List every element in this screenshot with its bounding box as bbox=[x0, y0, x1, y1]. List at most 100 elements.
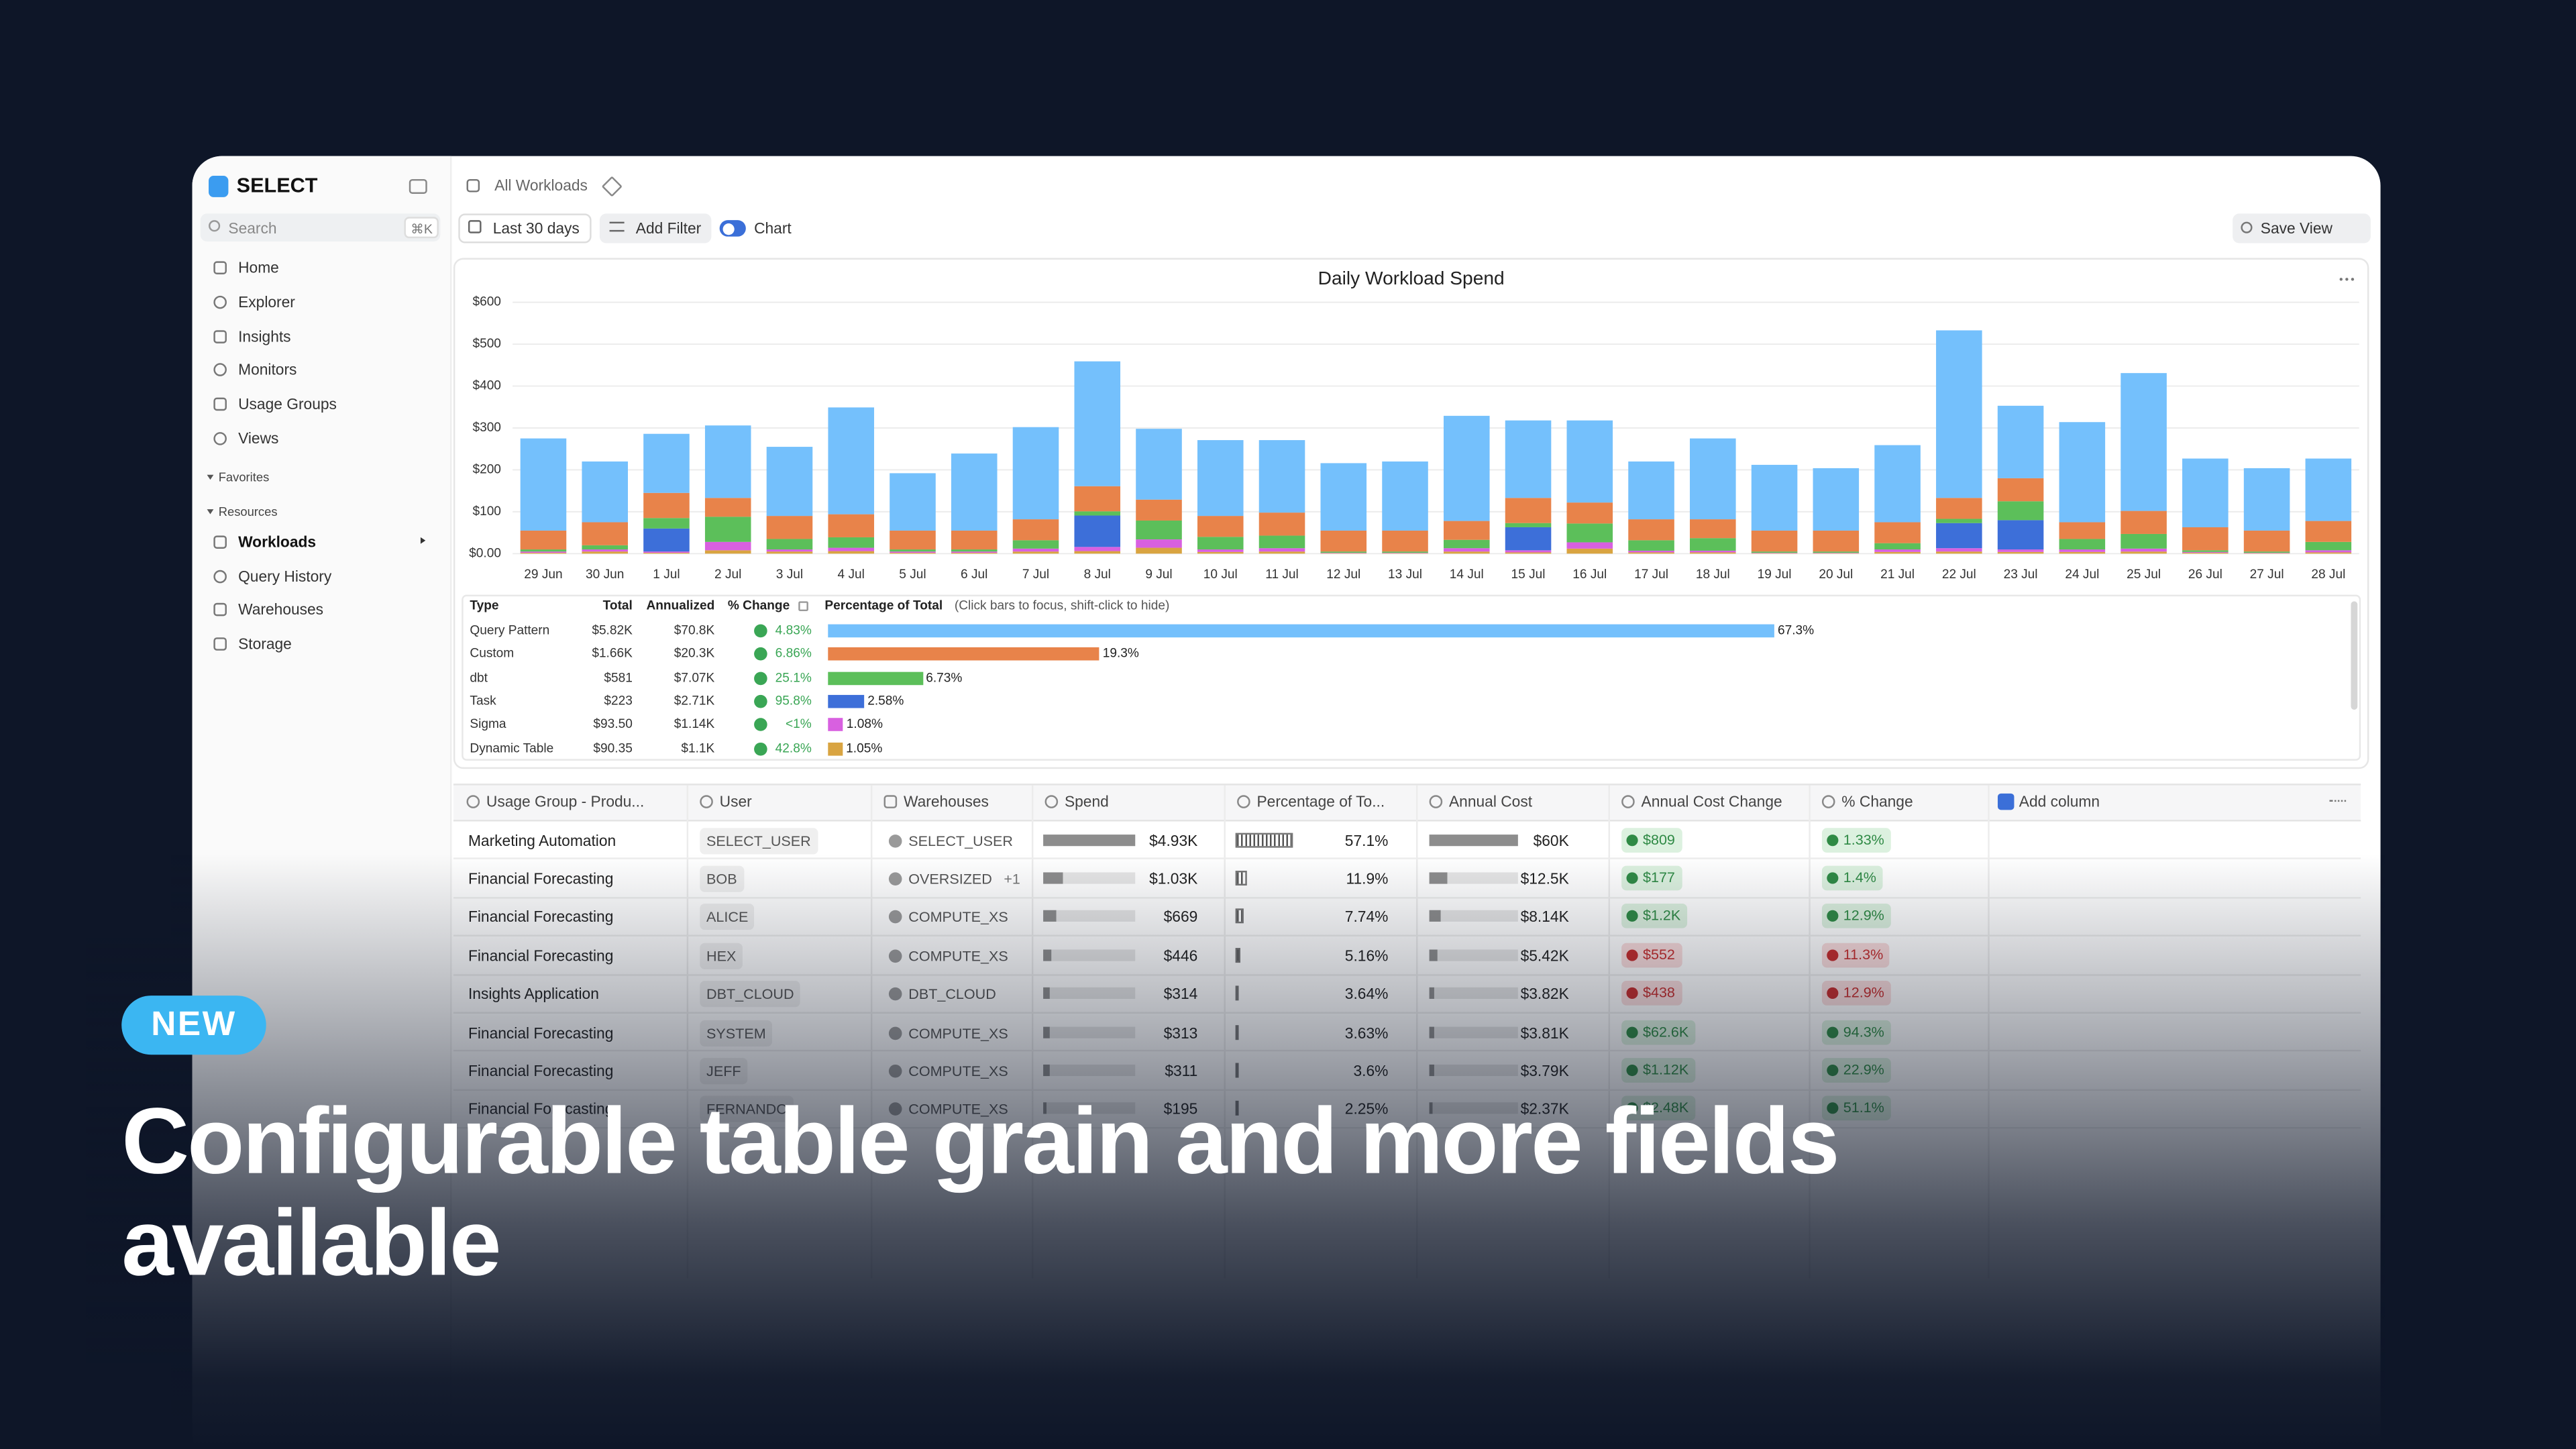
resource-item[interactable]: Warehouses bbox=[238, 602, 324, 619]
section-label[interactable]: Resources bbox=[218, 504, 278, 519]
x-tick-label: 29 Jun bbox=[524, 568, 562, 582]
chart-title: Daily Workload Spend bbox=[1318, 268, 1505, 288]
bar-segment bbox=[1505, 527, 1552, 551]
bar-segment bbox=[1382, 461, 1428, 531]
bar-segment bbox=[1074, 361, 1121, 486]
search-icon bbox=[209, 220, 221, 232]
resource-item[interactable]: Query History bbox=[238, 568, 332, 585]
x-tick-label: 7 Jul bbox=[1022, 568, 1049, 582]
column-header[interactable]: % Change bbox=[1841, 793, 1913, 810]
summary-type: Sigma bbox=[470, 716, 506, 732]
share-bar[interactable] bbox=[828, 647, 1099, 661]
bar-segment bbox=[1320, 530, 1367, 552]
bar-segment bbox=[1074, 511, 1121, 516]
save-view[interactable]: Save View bbox=[2260, 220, 2332, 237]
column-icon bbox=[883, 795, 898, 808]
nav-item[interactable]: Usage Groups bbox=[238, 396, 337, 413]
column-header[interactable]: Warehouses bbox=[903, 793, 989, 810]
x-tick-label: 13 Jul bbox=[1388, 568, 1422, 582]
column-header[interactable]: Annual Cost Change bbox=[1641, 793, 1782, 810]
bar-segment bbox=[1628, 540, 1674, 551]
save-view-button[interactable] bbox=[2233, 213, 2371, 244]
column-header[interactable]: User bbox=[719, 793, 752, 810]
share-bar[interactable] bbox=[828, 718, 843, 732]
bar-segment bbox=[704, 541, 751, 551]
add-column[interactable]: Add column bbox=[2019, 793, 2100, 810]
resource-item[interactable]: Workloads bbox=[238, 533, 317, 551]
sidebar-toggle[interactable] bbox=[409, 178, 427, 194]
bar-segment bbox=[1874, 543, 1921, 550]
change-dot bbox=[754, 671, 767, 685]
bar-segment bbox=[1074, 551, 1121, 554]
date-range-button[interactable] bbox=[458, 213, 592, 244]
icon bbox=[213, 329, 227, 343]
nav-item[interactable]: Explorer bbox=[238, 293, 295, 311]
bar-segment bbox=[2121, 373, 2167, 511]
add-filter[interactable]: Add Filter bbox=[635, 220, 702, 237]
bar-segment bbox=[1444, 521, 1490, 540]
summary-total: $581 bbox=[604, 669, 633, 685]
bar-segment bbox=[582, 551, 629, 554]
bar-segment bbox=[520, 530, 567, 550]
headline: Configurable table grain and more fields… bbox=[121, 1089, 1839, 1297]
add-column-icon[interactable] bbox=[1997, 793, 2015, 810]
bar-segment bbox=[643, 528, 690, 552]
bar-segment bbox=[828, 547, 875, 551]
nav-item[interactable]: Home bbox=[238, 259, 279, 276]
chart-toggle-label[interactable]: Chart bbox=[754, 220, 792, 237]
bar-segment bbox=[2182, 458, 2229, 527]
bar-segment bbox=[951, 530, 998, 550]
calendar-icon bbox=[468, 220, 482, 233]
bar-segment bbox=[1320, 551, 1367, 553]
bar-segment bbox=[1936, 519, 1982, 523]
date-range[interactable]: Last 30 days bbox=[492, 220, 580, 237]
column-header[interactable]: Percentage of To... bbox=[1256, 793, 1385, 810]
column-header[interactable]: Annual Cost bbox=[1449, 793, 1533, 810]
icon bbox=[213, 432, 227, 445]
bar-segment bbox=[2059, 539, 2106, 550]
nav-item[interactable]: Insights bbox=[238, 327, 291, 345]
nav-item[interactable]: Monitors bbox=[238, 362, 297, 379]
bar-segment bbox=[1997, 551, 2044, 554]
bar-segment bbox=[766, 516, 813, 539]
chart-menu[interactable] bbox=[2339, 278, 2355, 281]
bar-segment bbox=[951, 551, 998, 553]
filter-button[interactable] bbox=[599, 213, 712, 244]
nav-item[interactable]: Views bbox=[238, 430, 279, 447]
bar-segment bbox=[1012, 548, 1059, 552]
bar-segment bbox=[2243, 468, 2290, 531]
icon bbox=[213, 261, 227, 274]
summary-type: Dynamic Table bbox=[470, 740, 554, 755]
y-tick-label: $0.00 bbox=[469, 546, 501, 560]
column-header[interactable]: Usage Group - Produ... bbox=[486, 793, 645, 810]
summary-annualized: $1.1K bbox=[681, 740, 715, 755]
bar-segment bbox=[1382, 530, 1428, 552]
summary-type: Task bbox=[470, 693, 496, 708]
summary-annualized: $1.14K bbox=[674, 716, 715, 732]
summary-header: Annualized bbox=[646, 598, 715, 613]
bar-segment bbox=[1012, 551, 1059, 554]
resource-item[interactable]: Storage bbox=[238, 635, 292, 653]
share-bar[interactable] bbox=[828, 741, 843, 755]
share-bar[interactable] bbox=[828, 671, 923, 685]
bar-segment bbox=[828, 514, 875, 537]
bar-segment bbox=[1813, 468, 1860, 531]
bar-segment bbox=[1505, 552, 1552, 554]
table-menu[interactable] bbox=[2329, 800, 2347, 804]
bar-segment bbox=[704, 425, 751, 498]
bar-segment bbox=[1813, 553, 1860, 554]
search-box[interactable] bbox=[200, 213, 441, 242]
bar-segment bbox=[828, 551, 875, 554]
bar-segment bbox=[1751, 553, 1798, 554]
usage-group: Marketing Automation bbox=[468, 832, 616, 849]
section-label[interactable]: Favorites bbox=[218, 470, 270, 485]
share-bar[interactable] bbox=[828, 624, 1775, 638]
y-tick-label: $200 bbox=[472, 462, 500, 476]
column-header[interactable]: Spend bbox=[1064, 793, 1109, 810]
share-label: 67.3% bbox=[1777, 623, 1815, 638]
bar-segment bbox=[2305, 541, 2352, 551]
bar-segment bbox=[1012, 427, 1059, 520]
share-bar[interactable] bbox=[828, 694, 865, 708]
breadcrumb[interactable]: All Workloads bbox=[494, 177, 588, 194]
bar-segment bbox=[2121, 551, 2167, 554]
